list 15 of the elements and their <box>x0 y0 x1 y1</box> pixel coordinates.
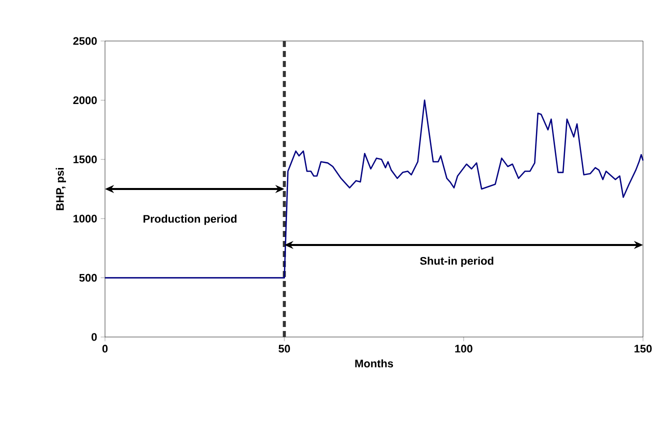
y-tick-label: 1500 <box>74 156 97 164</box>
x-tick-label: 100 <box>455 344 472 353</box>
y-tick-label: 2500 <box>73 37 97 45</box>
x-tick-label: 50 <box>278 344 290 353</box>
y-axis-title: BHP, psi <box>56 168 66 210</box>
y-tick-label: 500 <box>79 274 97 282</box>
y-tick-label: 1000 <box>74 214 97 222</box>
x-tick-label: 0 <box>102 344 108 353</box>
x-tick-label: 150 <box>634 344 652 353</box>
line-series <box>104 100 644 278</box>
x-axis-title: Months <box>355 359 394 368</box>
annotation: Shut-in period <box>420 256 494 267</box>
y-tick-label: 2000 <box>73 96 97 104</box>
y-tick-label: 0 <box>92 333 97 341</box>
annotation: Production period <box>144 214 236 225</box>
